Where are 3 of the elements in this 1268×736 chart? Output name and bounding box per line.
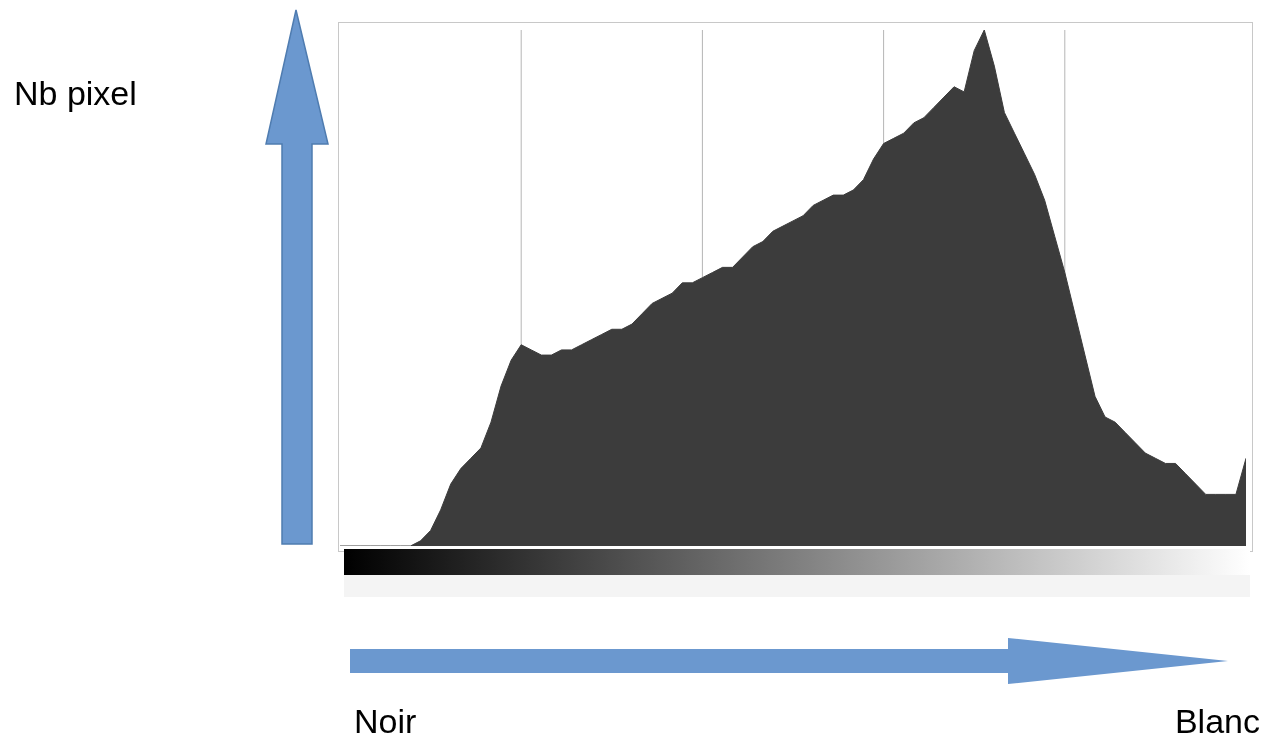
- text: Noir: [354, 702, 417, 736]
- text: Nb pixel: [14, 74, 137, 113]
- text: Blanc: [1174, 702, 1260, 736]
